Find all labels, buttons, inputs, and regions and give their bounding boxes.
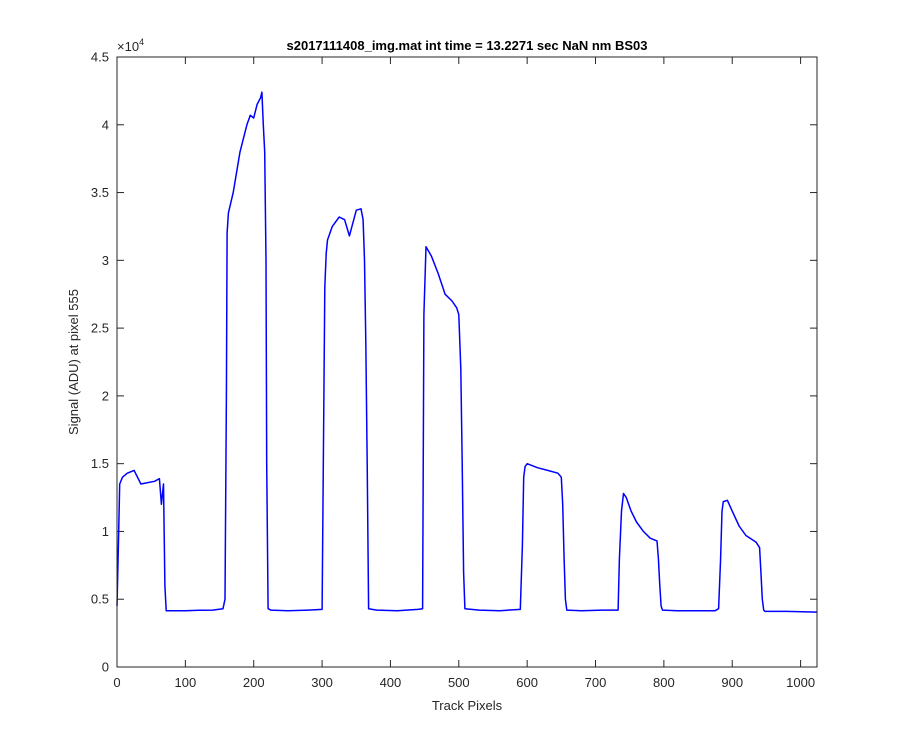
y-tick-label: 1 (102, 524, 109, 539)
x-tick-label: 600 (516, 675, 538, 690)
x-tick-label: 500 (448, 675, 470, 690)
series-layer (116, 91, 818, 613)
y-tick-label: 4.5 (91, 50, 109, 65)
x-tick-label: 800 (653, 675, 675, 690)
y-tick-label: 0 (102, 660, 109, 675)
plot-frame (116, 56, 818, 668)
x-tick-label: 400 (380, 675, 402, 690)
chart-title: s2017111408_img.mat int time = 13.2271 s… (287, 38, 648, 53)
y-exponent-power: 4 (139, 37, 144, 47)
x-tick-label: 200 (243, 675, 265, 690)
y-axis-label: Signal (ADU) at pixel 555 (66, 289, 81, 435)
x-tick-label: 900 (721, 675, 743, 690)
y-tick-label: 0.5 (91, 592, 109, 607)
x-axis-label: Track Pixels (432, 698, 503, 713)
y-tick-label: 1.5 (91, 456, 109, 471)
x-tick-label: 0 (113, 675, 120, 690)
labels-layer: s2017111408_img.mat int time = 13.2271 s… (66, 37, 647, 713)
x-tick-label: 100 (175, 675, 197, 690)
y-tick-label: 2.5 (91, 321, 109, 336)
y-tick-label: 2 (102, 388, 109, 403)
x-tick-label: 700 (585, 675, 607, 690)
series-line-1 (116, 91, 818, 613)
y-exponent-label: ×104 (117, 37, 144, 54)
ticks-layer: 0 100 200 300 400 500 600 700 800 900 1000 0 0.5 1 1.5… (91, 50, 817, 690)
x-tick-label: 1000 (786, 675, 815, 690)
x-tick-label: 300 (311, 675, 333, 690)
y-tick-label: 3 (102, 253, 109, 268)
y-tick-label: 4 (102, 117, 109, 132)
y-tick-label: 3.5 (91, 185, 109, 200)
plot-background (117, 57, 817, 667)
y-exponent-base: ×10 (117, 39, 139, 54)
